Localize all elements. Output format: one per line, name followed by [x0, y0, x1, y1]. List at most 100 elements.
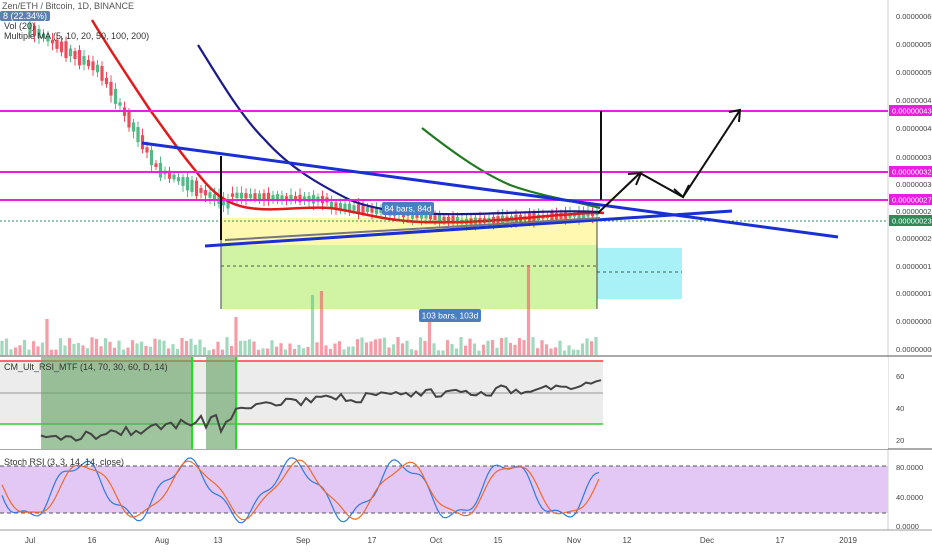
trendline-descending[interactable] — [141, 141, 839, 239]
price-axis[interactable] — [888, 0, 932, 550]
stoch-k-line[interactable] — [1, 457, 600, 524]
change-row: 8 (22.34%) — [0, 11, 51, 21]
rsi-line[interactable] — [40, 379, 602, 442]
volume-bar — [495, 347, 499, 355]
indicator-ma[interactable]: Multiple MA (5, 10, 20, 50, 100, 200) — [4, 31, 150, 41]
time-tick-label: Aug — [155, 536, 169, 545]
candle-body — [113, 88, 118, 104]
candle-body — [284, 196, 289, 200]
price-tick-label: 0.00000035 — [896, 153, 932, 162]
volume-bar — [270, 340, 274, 355]
candle-body — [338, 202, 343, 210]
time-tick-label: Dec — [700, 536, 714, 545]
candle-body — [208, 192, 212, 198]
volume-bar — [211, 349, 216, 355]
volume-bar — [544, 344, 549, 355]
volume-bar — [355, 339, 360, 355]
candle-body — [329, 201, 334, 209]
volume-bar — [238, 340, 243, 355]
volume-bar — [256, 349, 261, 355]
candle-body — [86, 60, 91, 67]
candle-body — [356, 204, 361, 213]
candle-body — [428, 214, 433, 220]
volume-bar — [346, 346, 351, 355]
stoch-scale-labels: 80.0000 40.0000 0.0000 — [896, 463, 923, 531]
volume-bar — [571, 349, 576, 355]
price-tag[interactable]: 0.00000032 — [889, 166, 932, 177]
volume-bar — [396, 337, 400, 355]
stoch-d-line[interactable] — [1, 459, 600, 521]
volume-bar — [31, 341, 36, 355]
volume-bar — [301, 348, 306, 355]
volume-bar — [580, 343, 585, 355]
price-tag[interactable]: 0.00000023 — [889, 215, 932, 226]
volume-bar — [225, 337, 229, 355]
volume-bar — [450, 343, 454, 355]
candle-body — [68, 48, 73, 57]
range-label-103[interactable]: 103 bars, 103d — [419, 309, 481, 322]
volume-bar — [72, 343, 76, 355]
candle-body — [203, 190, 208, 196]
candle-body — [190, 180, 194, 192]
candle-body — [271, 195, 275, 200]
candle-body — [28, 22, 32, 34]
time-tick-label: Jul — [25, 536, 35, 545]
candle-body — [451, 215, 455, 224]
candle-body — [73, 51, 77, 59]
volume-bar — [436, 350, 441, 355]
price-tick-label: 0.00000015 — [896, 262, 932, 271]
rsi-title[interactable]: CM_Ult_RSI_MTF (14, 70, 30, 60, D, 14) — [4, 362, 168, 372]
candle-body — [154, 163, 158, 167]
volume-bar — [540, 340, 544, 355]
trendline-ascending[interactable] — [204, 209, 733, 248]
volume-bar — [315, 342, 319, 355]
volume-bar — [328, 348, 333, 355]
volume-bar — [103, 338, 108, 355]
volume-bar — [517, 338, 522, 355]
triangle-base-line — [224, 217, 601, 241]
volume-bar — [373, 339, 378, 355]
volume-bar — [463, 345, 468, 355]
projection-box-cyan[interactable] — [597, 248, 682, 299]
volume-bar — [108, 341, 112, 355]
candle-body — [46, 36, 50, 42]
price-tag[interactable]: 0.00000027 — [889, 194, 932, 205]
candle-body — [199, 188, 203, 193]
candle-body — [149, 149, 154, 166]
candle-body — [239, 192, 244, 199]
volume-bar — [171, 344, 175, 355]
volume-bar — [324, 345, 328, 355]
volume-bar — [459, 337, 463, 355]
price-range-box-green[interactable] — [221, 245, 597, 309]
volume-bar — [184, 341, 189, 355]
stoch-title[interactable]: Stoch RSI (3, 3, 14, 14, close) — [4, 457, 125, 467]
volume-bar — [76, 342, 81, 355]
price-tick-label: 0.00000030 — [896, 180, 932, 189]
price-tick-label: 0.00000050 — [896, 68, 932, 77]
candle-body — [32, 25, 37, 36]
volume-bar — [126, 347, 130, 355]
candle-body — [194, 180, 199, 196]
candle-body — [302, 196, 307, 202]
price-tag[interactable]: 0.00000043 — [889, 105, 932, 116]
volume-bar — [567, 345, 571, 355]
indicator-vol[interactable]: Vol (20) — [4, 21, 36, 31]
volume-bar — [27, 349, 31, 355]
candle-body — [176, 177, 181, 182]
symbol-header[interactable]: Zen/ETH / Bitcoin, 1D, BINANCE — [2, 1, 134, 11]
candle-body — [37, 29, 41, 38]
time-tick-label: 12 — [623, 536, 632, 545]
rsi-oversold-zone-1 — [41, 357, 192, 449]
price-tick-label: 0.00000000 — [896, 345, 932, 354]
volume-bar — [198, 339, 202, 355]
change-badge: 8 (22.34%) — [0, 11, 51, 21]
rsi-tick-label: 20 — [896, 436, 904, 445]
projection-path[interactable] — [597, 109, 741, 214]
range-label-84-text: 84 bars, 84d — [384, 204, 432, 214]
time-tick-label: 17 — [776, 536, 785, 545]
candle-body — [145, 147, 149, 153]
range-label-84[interactable]: 84 bars, 84d — [382, 202, 434, 215]
candle-body — [59, 41, 64, 53]
volume-bar — [441, 350, 445, 355]
